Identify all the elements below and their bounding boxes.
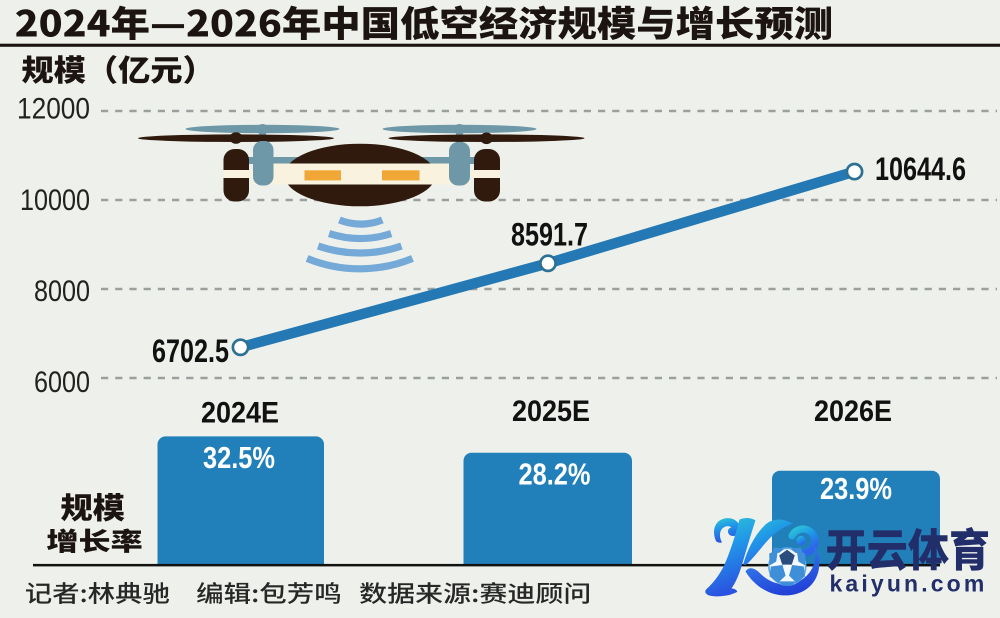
svg-text:12000: 12000 xyxy=(17,93,90,126)
svg-text:kaiyun.com: kaiyun.com xyxy=(830,571,988,597)
svg-text:10644.6: 10644.6 xyxy=(875,151,966,187)
svg-text:6702.5: 6702.5 xyxy=(152,333,229,369)
svg-text:23.9%: 23.9% xyxy=(820,471,892,506)
svg-text:2024E: 2024E xyxy=(201,397,279,430)
svg-text:10000: 10000 xyxy=(20,184,90,217)
svg-text:32.5%: 32.5% xyxy=(203,440,275,475)
svg-text:28.2%: 28.2% xyxy=(519,457,591,492)
svg-text:2026E: 2026E xyxy=(814,395,892,428)
svg-text:8000: 8000 xyxy=(34,275,90,308)
svg-text:8591.7: 8591.7 xyxy=(511,217,588,253)
svg-text:6000: 6000 xyxy=(34,366,90,399)
svg-text:2025E: 2025E xyxy=(512,395,590,428)
